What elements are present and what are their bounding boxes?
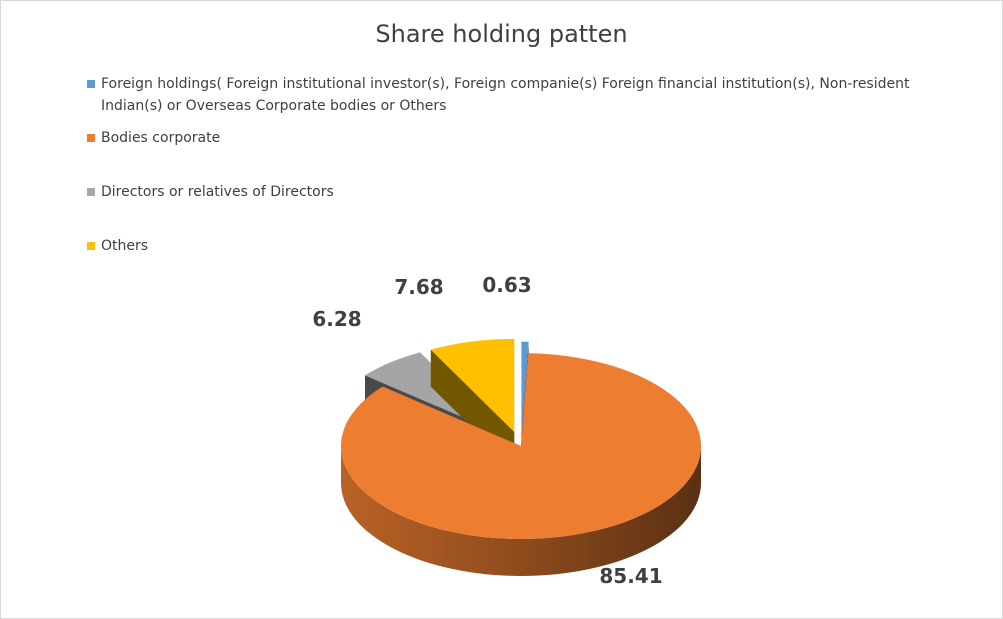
legend: Foreign holdings( Foreign institutional …	[87, 73, 937, 257]
legend-swatch-foreign-holdings	[87, 80, 95, 88]
data-label-others: 7.68	[394, 275, 443, 299]
pie-slice-bodies-corporate	[341, 353, 702, 576]
chart-title: Share holding patten	[375, 20, 628, 48]
legend-label-directors: Directors or relatives of Directors	[101, 184, 334, 200]
legend-item-others: Others	[87, 235, 937, 257]
legend-swatch-directors	[87, 188, 95, 196]
legend-item-foreign-holdings: Foreign holdings( Foreign institutional …	[87, 73, 937, 117]
legend-label-foreign-holdings: Foreign holdings( Foreign institutional …	[101, 76, 910, 114]
data-label-directors: 6.28	[312, 307, 361, 331]
legend-label-bodies-corporate: Bodies corporate	[101, 130, 221, 146]
legend-item-directors: Directors or relatives of Directors	[87, 181, 937, 203]
legend-item-bodies-corporate: Bodies corporate	[87, 127, 937, 149]
legend-swatch-bodies-corporate	[87, 134, 95, 142]
legend-label-others: Others	[101, 238, 149, 254]
data-label-bodies-corporate: 85.41	[599, 564, 662, 588]
legend-swatch-others	[87, 242, 95, 250]
data-label-foreign-holdings: 0.63	[482, 273, 531, 297]
